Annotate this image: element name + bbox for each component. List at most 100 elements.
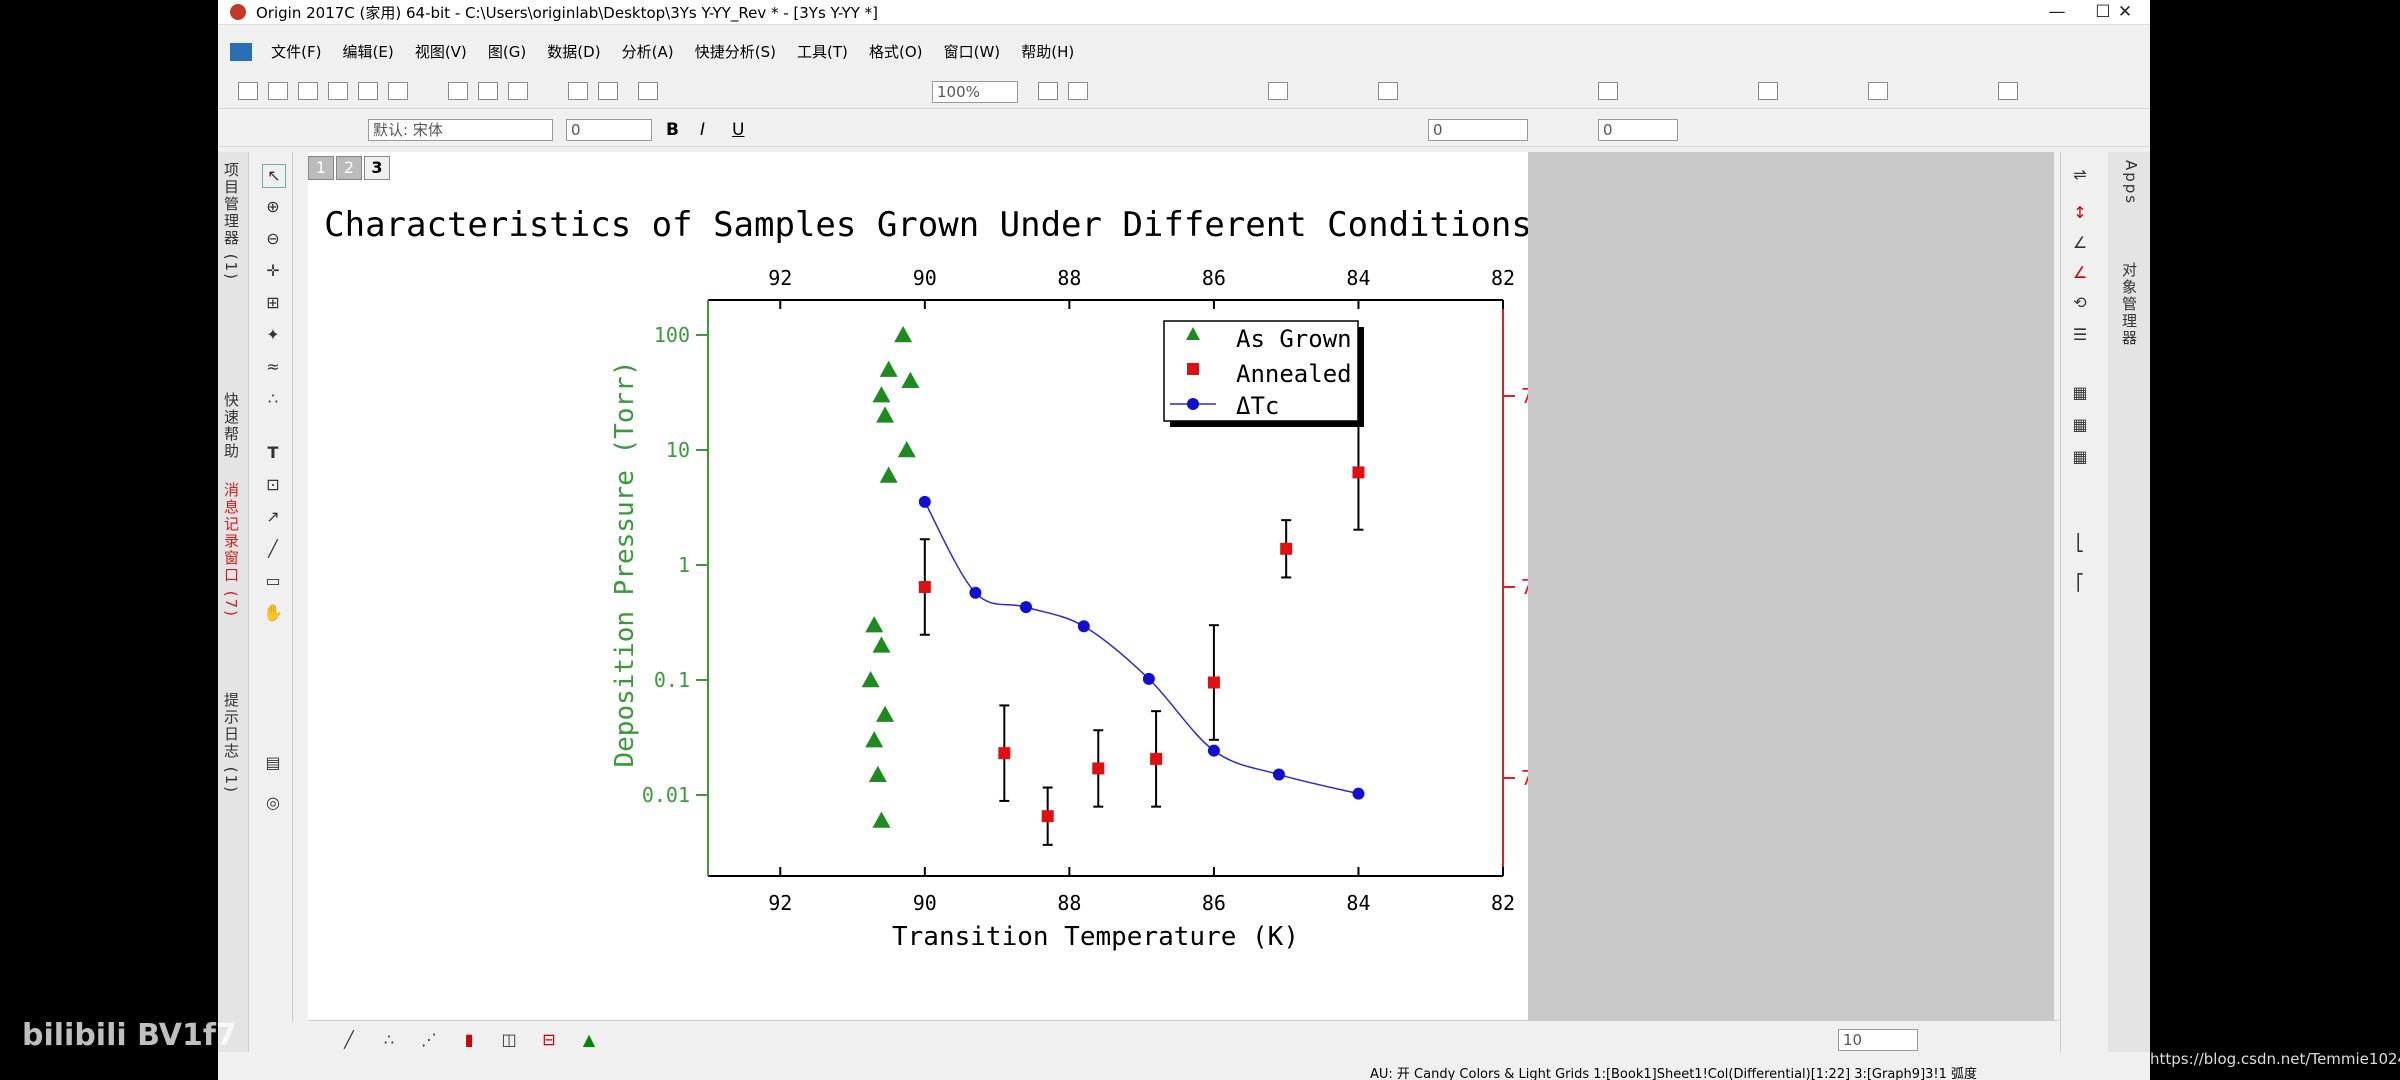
as-grown-point [879,466,898,483]
align-left-icon[interactable]: ⎣ [2076,533,2084,552]
font-size-select[interactable]: 0 [566,119,652,141]
new-layout-icon[interactable] [358,82,378,100]
screen-reader-icon[interactable]: ✛ [266,261,280,280]
axis-scale-icon[interactable]: ∠ [2072,263,2088,282]
annealed-point [1041,810,1054,823]
size-select[interactable]: 0 [1598,119,1678,141]
size-combo[interactable]: 10 [1838,1029,1918,1051]
format-toolbar: 默认: 宋体 0 B I U 0 0 [218,112,2150,147]
menu-help[interactable]: 帮助(H) [1021,43,1075,61]
status-bar: AU: 开 Candy Colors & Light Grids 1:[Book… [218,1062,2150,1080]
data-selector-icon[interactable]: ⊞ [266,293,280,312]
text-tool-icon[interactable]: T [267,443,279,462]
smart-hint-log-tab[interactable]: 提示日志 (1) [222,692,240,795]
x-axis-icon[interactable]: ↕ [2073,203,2087,222]
hand-icon[interactable]: ✋ [263,603,283,622]
shape-icon[interactable]: ▭ [265,571,281,590]
rectangle-icon[interactable]: ⊡ [266,475,280,494]
column-plot-icon[interactable]: ▮ [464,1030,474,1049]
add-legend-icon[interactable]: ☰ [2072,325,2088,344]
project-explorer-tab[interactable]: 项目管理器 (1) [222,162,240,282]
draw-data-icon[interactable]: ∴ [267,389,279,408]
close-button[interactable]: ✕ [2117,2,2133,22]
zoom-in-icon[interactable]: ⊕ [266,197,280,216]
right-tick-label: 780 [1521,575,1528,599]
merge-graph-icon[interactable]: ▦ [2072,415,2088,434]
import-icon[interactable] [568,82,588,100]
print-icon[interactable] [1038,82,1058,100]
region-mask-icon[interactable]: ≈ [266,357,280,376]
apps-tab[interactable]: Apps [2122,160,2140,206]
italic-icon[interactable]: I [700,120,706,140]
bottom-plot-toolbar: ╱ ∴ ⋰ ▮ ◫ ⊟ ▲ 10 [308,1020,2058,1059]
menu-edit[interactable]: 编辑(E) [342,43,394,61]
line-symbol-icon[interactable]: ⋰ [421,1030,437,1049]
boxplot-icon[interactable]: ⊟ [542,1030,556,1049]
copy-page-icon[interactable] [1068,82,1088,100]
top-x-tick-label: 84 [1346,266,1370,290]
xyz-icon[interactable] [1998,82,2018,100]
rescale-icon[interactable]: ⇌ [2073,165,2087,184]
line-icon[interactable]: ╱ [268,539,278,558]
arrow-icon[interactable]: ↗ [266,507,280,526]
menu-view[interactable]: 视图(V) [414,43,467,61]
menu-data[interactable]: 数据(D) [547,43,601,61]
page-tab-3[interactable]: 3 [364,156,390,180]
save-template-icon[interactable] [508,82,528,100]
bold-icon[interactable]: B [666,120,679,140]
y-axis-icon[interactable]: ∠ [2072,233,2088,252]
refresh-icon[interactable] [1268,82,1288,100]
object-manager-tab[interactable]: 对象管理器 [2120,262,2138,347]
menu-window[interactable]: 窗口(W) [943,43,1001,61]
menu-analysis[interactable]: 分析(A) [621,43,674,61]
minimize-button[interactable]: — [2048,2,2066,22]
as-grown-point [901,371,920,388]
new-graph-icon[interactable] [328,82,348,100]
new-workbook-icon[interactable] [268,82,288,100]
annealed-point [1207,676,1220,689]
menu-quick-analysis[interactable]: 快捷分析(S) [694,43,776,61]
menu-tools[interactable]: 工具(T) [797,43,848,61]
menu-format[interactable]: 格式(O) [869,43,923,61]
layer-layout-icon[interactable]: ▦ [2072,383,2088,402]
quick-help-tab[interactable]: 快速帮助 [222,392,240,460]
chart-svg: Characteristics of Samples Grown Under D… [324,205,1684,952]
page-tab-2[interactable]: 2 [336,156,362,180]
layer-icon[interactable]: ▤ [265,753,281,772]
swap-axes-icon[interactable]: ⟲ [2073,293,2087,312]
recalculate-icon[interactable] [638,82,658,100]
import-wizard-icon[interactable] [598,82,618,100]
sum-icon[interactable] [1598,82,1618,100]
as-grown-point [872,811,891,828]
line-width-select[interactable]: 0 [1428,119,1528,141]
align-top-icon[interactable]: ⎡ [2076,573,2084,592]
contour-icon[interactable]: ◫ [501,1030,517,1049]
line-plot-icon[interactable]: ╱ [344,1030,354,1049]
menu-graph[interactable]: 图(G) [487,43,527,61]
scale-icon[interactable]: ◎ [266,793,280,812]
code-builder-icon[interactable] [1378,82,1398,100]
extract-layer-icon[interactable]: ▦ [2072,447,2088,466]
area-plot-icon[interactable]: ▲ [582,1030,596,1049]
data-reader-icon[interactable]: ✦ [266,325,280,344]
chart-title: Characteristics of Samples Grown Under D… [324,205,1528,245]
top-x-tick-label: 92 [768,266,792,290]
menu-file[interactable]: 文件(F) [271,43,322,61]
scatter-plot-icon[interactable]: ∴ [383,1030,395,1049]
open-icon[interactable] [448,82,468,100]
maximize-button[interactable]: ☐ [2095,2,2111,22]
font-name-select[interactable]: 默认: 宋体 [368,119,553,141]
page-tab-1[interactable]: 1 [308,156,334,180]
new-project-icon[interactable] [238,82,258,100]
underline-icon[interactable]: U [732,120,745,140]
messages-log-tab[interactable]: 消息记录窗口 (7) [222,482,240,619]
tools-toolbar: ↖ ⊕ ⊖ ✛ ⊞ ✦ ≈ ∴ T ⊡ ↗ ╱ ▭ ✋ ▤ ◎ [254,152,293,1022]
filter-icon[interactable] [1868,82,1888,100]
histogram-icon[interactable] [1758,82,1778,100]
new-matrix-icon[interactable] [298,82,318,100]
new-function-icon[interactable] [388,82,408,100]
zoom-out-icon[interactable]: ⊖ [266,229,280,248]
save-icon[interactable] [478,82,498,100]
zoom-select[interactable]: 100% [932,81,1018,103]
pointer-icon[interactable]: ↖ [262,164,286,188]
